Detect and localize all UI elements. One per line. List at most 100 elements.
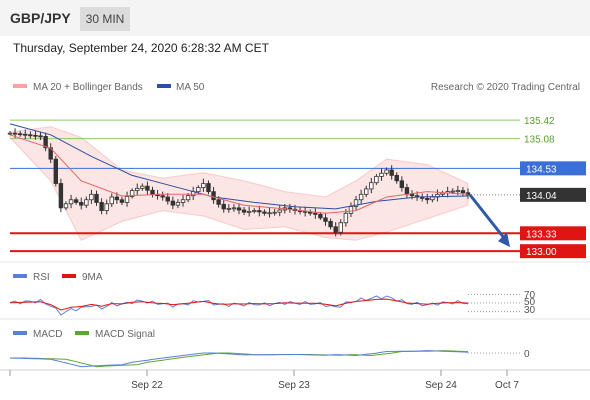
candle-body — [89, 193, 94, 201]
forecast-arrow-head — [498, 232, 510, 248]
candle-body — [12, 132, 18, 135]
candle-body — [394, 174, 399, 182]
level-label-133.33: 133.33 — [526, 229, 557, 240]
candle-body — [348, 206, 354, 214]
candle-body — [241, 209, 247, 213]
candle-body — [430, 196, 435, 201]
legend-swatch-9ma — [62, 274, 76, 278]
level-tag-134.04 — [520, 187, 586, 202]
candle-body — [272, 211, 277, 214]
candle-body — [343, 212, 349, 224]
level-label-135.08: 135.08 — [524, 135, 555, 146]
x-tick-label: Oct 7 — [495, 380, 519, 391]
macd-line — [9, 350, 469, 368]
timestamp: Thursday, September 24, 2020 6:28:32 AM … — [13, 41, 269, 55]
candle-body — [384, 169, 389, 174]
x-tick-label: Sep 23 — [278, 380, 310, 391]
legend-swatch-macd-signal — [75, 331, 89, 335]
candle-body — [94, 193, 99, 203]
candle-body — [267, 212, 272, 215]
candle-body — [369, 182, 374, 190]
candle-body — [374, 176, 379, 184]
candle-body — [58, 183, 64, 209]
macd-signal-line — [10, 350, 469, 368]
candle-body — [119, 199, 125, 203]
candle-body — [323, 217, 328, 222]
candle-body — [48, 147, 53, 160]
candle-body — [7, 132, 13, 135]
candle-body — [358, 193, 364, 201]
candle-body — [73, 199, 79, 203]
candle-body — [135, 187, 140, 191]
candle-body — [399, 180, 405, 188]
candle-body — [145, 185, 150, 191]
candle-body — [425, 197, 430, 201]
candle-body — [211, 191, 216, 201]
macd-tick-0: 0 — [524, 349, 530, 360]
candle-body — [216, 199, 221, 205]
candle-body — [28, 134, 33, 137]
level-tag-133.33 — [520, 226, 586, 241]
candle-body — [43, 135, 48, 149]
candle-body — [180, 199, 186, 203]
candle-body — [450, 190, 455, 193]
candle-body — [308, 211, 313, 214]
legend-macd-signal: MACD Signal — [95, 329, 155, 340]
candle-body — [246, 210, 252, 213]
candle-body — [379, 172, 384, 177]
candle-body — [460, 190, 466, 194]
candle-body — [185, 195, 191, 201]
legend-9ma: 9MA — [82, 272, 103, 283]
ma50-line — [9, 123, 469, 210]
rsi-tick-50: 50 — [524, 297, 536, 308]
ma20-line — [9, 134, 469, 214]
candle-body — [79, 202, 84, 206]
rsi-tick-30: 30 — [524, 305, 536, 316]
candle-body — [364, 188, 369, 195]
rsi-9ma-line — [9, 298, 469, 311]
candle-body — [99, 202, 104, 211]
candle-body — [262, 211, 267, 214]
candle-body — [328, 220, 333, 228]
legend-swatch-macd — [13, 331, 27, 335]
credit: Research © 2020 Trading Central — [431, 82, 580, 93]
candle-body — [206, 183, 211, 193]
candle-body — [124, 196, 130, 203]
candle-body — [17, 133, 23, 136]
candle-body — [104, 203, 109, 211]
candle-body — [68, 199, 74, 205]
candle-body — [455, 190, 461, 192]
interval-button[interactable]: 30 MIN — [80, 7, 130, 31]
legend-swatch-ma50 — [157, 84, 171, 88]
candle-body — [333, 226, 338, 233]
candle-body — [221, 203, 226, 210]
candle-body — [409, 193, 415, 197]
candle-body — [33, 134, 38, 137]
candle-body — [277, 209, 282, 213]
candle-body — [129, 190, 135, 197]
candle-body — [175, 202, 181, 206]
candle-body — [353, 199, 359, 207]
bollinger-band — [9, 126, 469, 241]
candle-body — [231, 207, 237, 210]
candle-body — [38, 135, 43, 138]
candle-body — [140, 185, 145, 189]
candle-body — [257, 210, 262, 213]
candle-body — [109, 196, 114, 205]
candle-body — [23, 133, 28, 136]
legend-swatch-rsi — [13, 274, 27, 278]
x-tick-label: Sep 22 — [131, 380, 163, 391]
candle-body — [53, 158, 58, 184]
candle-body — [196, 187, 201, 193]
level-label-134.04: 134.04 — [526, 191, 557, 202]
legend-rsi: RSI — [33, 272, 50, 283]
level-label-133.00: 133.00 — [526, 247, 557, 258]
candle-body — [114, 196, 120, 201]
candle-body — [170, 200, 176, 206]
level-tag-134.53 — [520, 161, 586, 176]
legend-swatch-ma20 — [13, 84, 27, 88]
candle-body — [318, 213, 323, 219]
level-label-135.42: 135.42 — [524, 116, 555, 127]
candle-body — [404, 187, 410, 195]
